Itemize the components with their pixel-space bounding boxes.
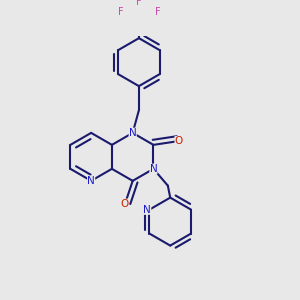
Text: F: F <box>118 7 123 16</box>
Text: O: O <box>175 136 183 146</box>
Text: F: F <box>136 0 142 7</box>
Text: N: N <box>129 128 136 138</box>
Text: N: N <box>143 205 151 214</box>
Text: N: N <box>150 164 157 174</box>
Text: F: F <box>154 7 160 16</box>
Text: N: N <box>87 176 95 186</box>
Text: O: O <box>120 199 128 209</box>
